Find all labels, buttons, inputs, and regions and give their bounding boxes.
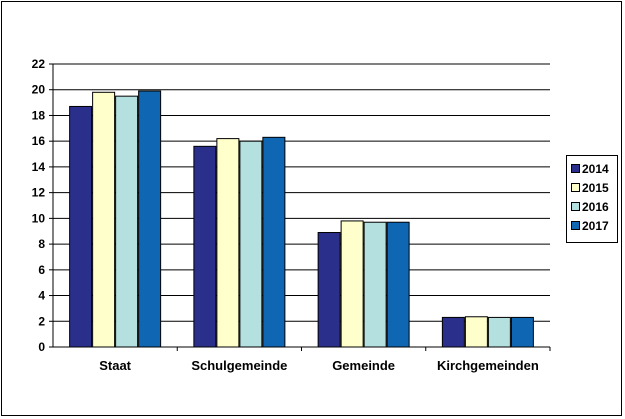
y-tick-labels: 0 2 4 6 8 10 12 14 16 18 20 22 (32, 57, 46, 354)
legend-item-2014: 2014 (571, 159, 617, 178)
bar-2015-kirchgemeinden (464, 316, 488, 348)
y-tick-label: 10 (32, 211, 46, 225)
legend-item-2015: 2015 (571, 178, 617, 197)
bar-2014-staat (69, 105, 93, 348)
x-category-label: Staat (99, 358, 131, 373)
legend-item-2017: 2017 (571, 216, 617, 235)
bar-2014-schulgemeinde (193, 145, 217, 348)
bar-2017-schulgemeinde (262, 136, 286, 348)
bar-2016-gemeinde (363, 221, 387, 348)
bar-2016-staat (115, 95, 139, 348)
legend-item-2016: 2016 (571, 197, 617, 216)
bar-2016-kirchgemeinden (487, 316, 511, 348)
y-tick-label: 2 (38, 314, 45, 328)
y-tick-label: 8 (38, 237, 45, 251)
legend-swatch-2015 (571, 183, 580, 192)
bar-2014-kirchgemeinden (441, 316, 465, 348)
bar-2017-gemeinde (386, 221, 410, 348)
legend-label-2014: 2014 (582, 161, 609, 176)
bar-2017-kirchgemeinden (510, 316, 534, 348)
legend-swatch-2014 (571, 164, 580, 173)
bar-2014-gemeinde (317, 232, 341, 348)
x-category-label: Gemeinde (332, 358, 395, 373)
legend-swatch-2017 (571, 221, 580, 230)
y-tick-label: 6 (38, 263, 45, 277)
y-tick-label: 12 (32, 186, 46, 200)
legend-label-2015: 2015 (582, 180, 609, 195)
y-tick-label: 18 (32, 108, 46, 122)
y-tick-label: 16 (32, 134, 46, 148)
bar-2015-schulgemeinde (216, 138, 240, 348)
y-tick-label: 22 (32, 57, 46, 71)
legend-label-2016: 2016 (582, 199, 609, 214)
legend-swatch-2016 (571, 202, 580, 211)
bar-2017-staat (138, 90, 162, 348)
y-tick-label: 4 (38, 289, 45, 303)
bars (69, 90, 534, 348)
bar-2015-staat (92, 91, 116, 348)
y-tick-label: 20 (32, 83, 46, 97)
x-category-labels: Staat Schulgemeinde Gemeinde Kirchgemeinden (99, 358, 539, 373)
bar-2015-gemeinde (340, 220, 364, 348)
x-category-label: Schulgemeinde (191, 358, 287, 373)
axes (52, 64, 551, 351)
legend: 2014 2015 2016 2017 (566, 155, 618, 243)
y-tick-label: 14 (32, 160, 46, 174)
x-category-label: Kirchgemeinden (437, 358, 539, 373)
legend-label-2017: 2017 (582, 218, 609, 233)
bar-2016-schulgemeinde (239, 140, 263, 348)
y-tick-label: 0 (38, 340, 45, 354)
